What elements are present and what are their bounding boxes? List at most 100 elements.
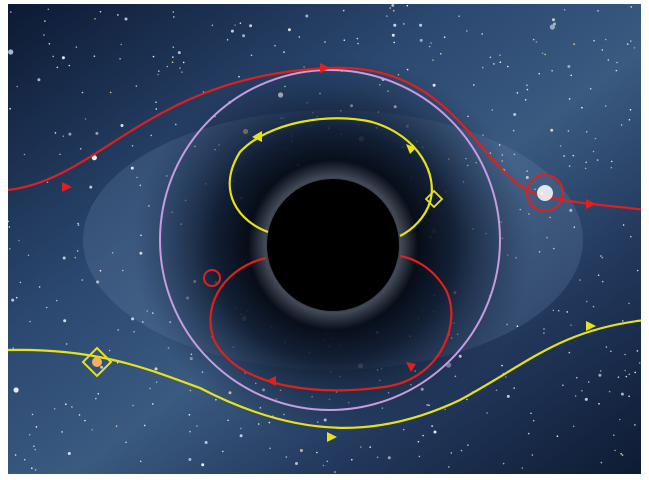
star (596, 159, 599, 161)
star (8, 226, 11, 228)
star (38, 286, 41, 288)
star (551, 70, 553, 72)
star (356, 37, 359, 40)
star (513, 113, 517, 116)
star (466, 30, 468, 32)
star (625, 375, 628, 378)
star (541, 52, 544, 54)
star (601, 49, 604, 51)
star (287, 28, 291, 32)
star (62, 256, 66, 260)
star (227, 419, 229, 422)
star (387, 456, 391, 460)
star (269, 447, 271, 450)
star (610, 160, 613, 163)
star (139, 184, 142, 187)
star (201, 463, 205, 467)
star (585, 300, 588, 303)
star (597, 10, 599, 12)
star (439, 53, 442, 55)
star (636, 269, 639, 272)
star (601, 280, 604, 283)
star (34, 469, 37, 471)
star (117, 14, 119, 16)
red-source-marker (526, 174, 564, 212)
star (624, 369, 626, 372)
star (600, 461, 603, 464)
star (613, 434, 615, 437)
star (493, 63, 495, 65)
star (240, 427, 242, 430)
star (376, 456, 379, 459)
star (357, 42, 359, 45)
star (532, 419, 535, 422)
star (607, 59, 610, 61)
star (556, 435, 559, 438)
star (579, 279, 581, 281)
star (568, 98, 571, 100)
star (402, 428, 405, 431)
star (621, 454, 624, 456)
star (622, 320, 624, 322)
star (44, 20, 46, 22)
star (557, 309, 560, 312)
star (135, 85, 138, 87)
star (584, 397, 588, 401)
star (75, 46, 78, 48)
star (59, 153, 61, 156)
star (550, 128, 554, 132)
star (563, 155, 565, 157)
star (589, 87, 592, 90)
star (543, 328, 545, 330)
star (155, 101, 157, 103)
star (403, 23, 405, 25)
star (19, 281, 22, 284)
star (428, 45, 431, 48)
star (489, 56, 492, 59)
star (77, 224, 80, 226)
star (48, 43, 51, 45)
star (481, 33, 484, 35)
star (65, 343, 68, 345)
star (481, 66, 484, 69)
star (432, 59, 434, 61)
star (124, 17, 128, 21)
star (34, 448, 37, 451)
star (31, 413, 34, 416)
star (108, 349, 111, 352)
star (598, 373, 602, 377)
star (61, 56, 65, 60)
star (67, 452, 71, 455)
star (139, 460, 142, 463)
star (351, 458, 353, 461)
star (131, 317, 135, 321)
star (77, 222, 79, 225)
star (234, 24, 236, 26)
star (598, 403, 600, 405)
star (9, 108, 11, 110)
star (516, 325, 519, 328)
star (173, 16, 175, 18)
star (316, 451, 318, 454)
star (96, 280, 100, 284)
star (570, 324, 572, 326)
star (617, 376, 620, 379)
star (305, 14, 309, 18)
star (155, 381, 158, 384)
star (68, 132, 72, 136)
star (634, 424, 636, 426)
star (97, 393, 100, 395)
star (573, 43, 575, 45)
star (628, 395, 630, 398)
star (239, 434, 243, 438)
red-inner-ray (209, 254, 453, 392)
star (566, 311, 568, 313)
star (136, 176, 138, 179)
star (460, 449, 463, 452)
star (52, 55, 54, 58)
star (172, 56, 174, 58)
star (391, 4, 395, 7)
photon-circle (159, 69, 501, 411)
star (574, 395, 577, 397)
